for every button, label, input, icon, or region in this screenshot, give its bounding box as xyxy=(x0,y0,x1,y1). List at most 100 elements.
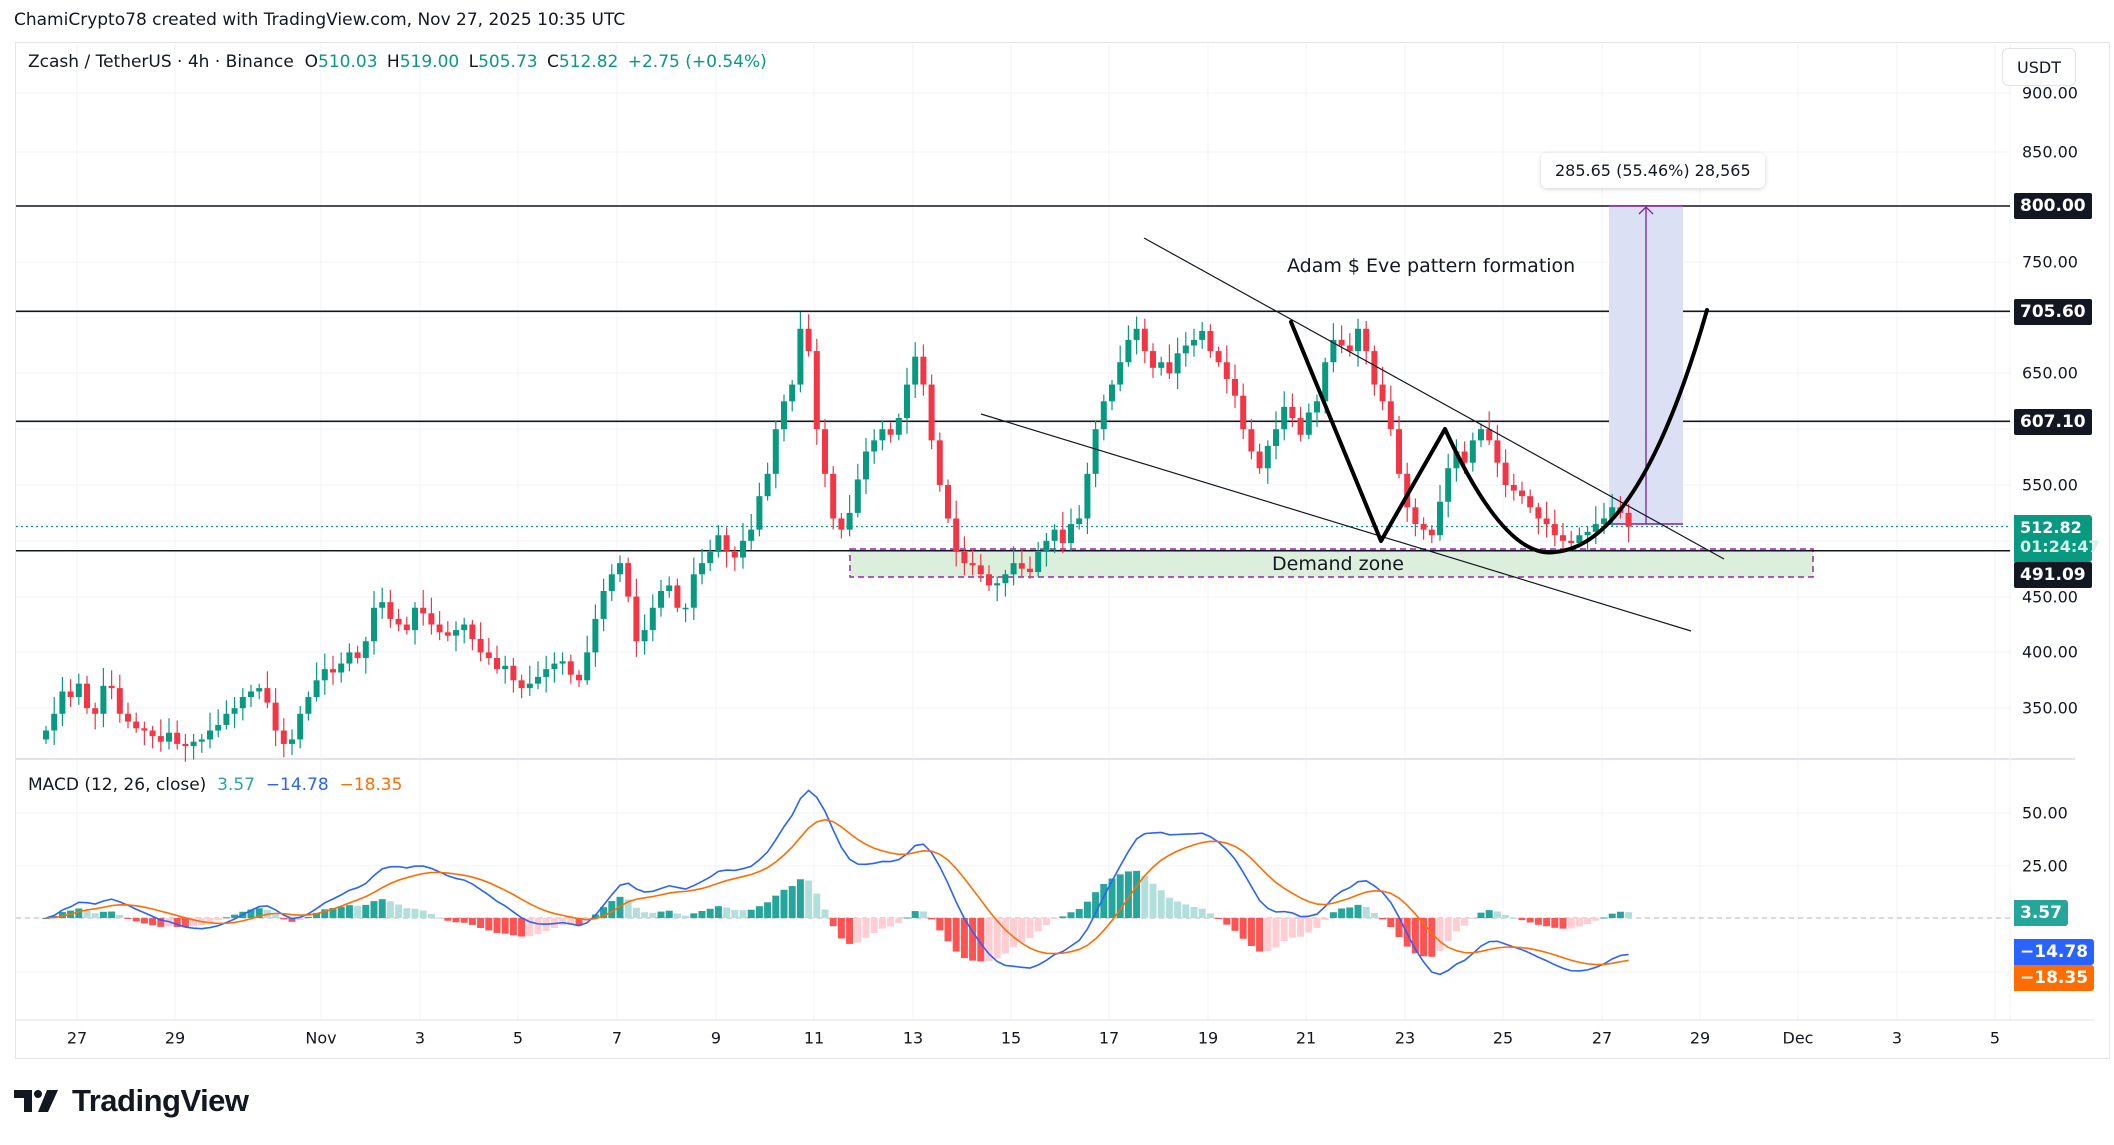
candle-body xyxy=(125,713,131,722)
candle-body xyxy=(1232,378,1238,396)
macd-histogram-bar xyxy=(477,918,485,928)
price-axis-label: 900.00 xyxy=(2022,83,2078,103)
candle-body xyxy=(1256,451,1263,469)
candle-body xyxy=(1453,451,1460,469)
candle-body xyxy=(1076,518,1083,525)
time-axis-label: 19 xyxy=(1197,1028,1219,1048)
macd-histogram-bar xyxy=(1124,871,1132,918)
candle-body xyxy=(379,602,386,608)
currency-button[interactable]: USDT xyxy=(2002,48,2076,86)
macd-histogram-bar xyxy=(698,911,706,918)
macd-histogram-bar xyxy=(665,910,673,918)
macd-histogram-bar xyxy=(1092,892,1100,918)
candle-body xyxy=(551,663,558,670)
candle-body xyxy=(1133,328,1140,340)
candle-body xyxy=(1084,473,1091,519)
candle-body xyxy=(813,351,820,430)
measure-tooltip: 285.65 (55.46%) 28,565 xyxy=(1541,153,1765,188)
candle-body xyxy=(428,613,435,625)
candle-body xyxy=(1428,529,1435,536)
candle-body xyxy=(797,328,804,385)
macd-histogram-bar xyxy=(1379,918,1387,920)
symbol-title[interactable]: Zcash / TetherUS · 4h · Binance xyxy=(28,52,294,72)
candle-body xyxy=(805,328,812,352)
candle-body xyxy=(198,739,205,742)
candle-body xyxy=(1584,531,1591,536)
macd-histogram-bar xyxy=(690,913,698,918)
candle-body xyxy=(830,473,837,519)
macd-histogram-bar xyxy=(1567,918,1575,929)
macd-histogram-bar xyxy=(829,918,837,927)
candle-body xyxy=(1437,501,1443,536)
macd-histogram-bar xyxy=(1502,915,1510,918)
macd-histogram-bar xyxy=(108,911,116,918)
candle-body xyxy=(1551,524,1558,536)
macd-histogram-bar xyxy=(132,918,140,922)
high-label: H xyxy=(386,52,400,72)
macd-histogram-bar xyxy=(714,906,722,918)
macd-line xyxy=(45,789,1629,976)
time-axis-label: 23 xyxy=(1394,1028,1416,1048)
candle-body xyxy=(592,618,599,653)
demand-zone-label[interactable]: Demand zone xyxy=(1272,553,1404,575)
candle-body xyxy=(1092,429,1099,474)
candle-body xyxy=(1535,507,1542,519)
macd-histogram-bar xyxy=(91,913,99,918)
candle-body xyxy=(1305,412,1312,435)
macd-histogram-bar xyxy=(1575,918,1583,927)
macd-histogram-bar xyxy=(1075,908,1083,918)
tradingview-logo-icon xyxy=(14,1090,58,1112)
macd-histogram-bar xyxy=(526,918,534,937)
candle-body xyxy=(330,669,336,673)
macd-histogram-bar xyxy=(255,908,263,918)
macd-histogram-bar xyxy=(870,918,878,934)
candle-body xyxy=(412,607,418,631)
macd-histogram-bar xyxy=(1100,884,1108,918)
macd-histogram-bar xyxy=(977,918,985,962)
macd-histogram-bar xyxy=(624,899,632,918)
candle-body xyxy=(461,624,468,631)
candle-body xyxy=(338,663,345,673)
candle-body xyxy=(846,512,853,530)
macd-histogram-bar xyxy=(567,918,575,925)
macd-histogram-bar xyxy=(1280,918,1288,942)
macd-histogram-bar xyxy=(1485,910,1493,918)
time-axis-label: 27 xyxy=(1591,1028,1613,1048)
macd-histogram-bar xyxy=(1001,918,1009,954)
candle-body xyxy=(231,708,238,714)
candle-body xyxy=(1346,345,1353,352)
macd-histogram-bar xyxy=(1428,918,1436,957)
candle-body xyxy=(1396,429,1402,474)
candle-body xyxy=(1289,406,1296,419)
macd-histogram-bar xyxy=(1526,918,1534,923)
macd-histogram-bar xyxy=(99,911,107,918)
candle-body xyxy=(731,551,738,558)
candle-body xyxy=(1625,512,1632,527)
macd-histogram-bar xyxy=(222,917,230,919)
macd-histogram-bar xyxy=(1313,918,1321,929)
macd-histogram-bar xyxy=(321,909,329,918)
price-level-tag: 491.09 xyxy=(2014,562,2092,588)
candle-body xyxy=(264,688,271,703)
candle-body xyxy=(1314,401,1320,413)
candle-body xyxy=(576,674,582,681)
pattern-annotation[interactable]: Adam $ Eve pattern formation xyxy=(1287,255,1576,277)
price-axis-label: 550.00 xyxy=(2022,475,2078,495)
macd-histogram-bar xyxy=(641,912,649,918)
candle-body xyxy=(649,607,656,631)
tradingview-logo[interactable]: TradingView xyxy=(14,1083,249,1119)
macd-histogram-bar xyxy=(1584,918,1592,925)
macd-histogram-bar xyxy=(608,901,616,918)
macd-histogram-bar xyxy=(75,908,83,918)
macd-histogram-bar xyxy=(1411,918,1419,954)
macd-histogram-bar xyxy=(1297,918,1305,937)
candle-body xyxy=(1043,540,1050,552)
macd-title[interactable]: MACD (12, 26, close) xyxy=(28,775,207,795)
candle-body xyxy=(986,574,992,586)
candle-body xyxy=(1486,429,1493,441)
candle-body xyxy=(1027,568,1033,573)
candle-body xyxy=(1117,362,1124,385)
candle-body xyxy=(51,713,58,731)
macd-histogram-bar xyxy=(149,918,157,926)
